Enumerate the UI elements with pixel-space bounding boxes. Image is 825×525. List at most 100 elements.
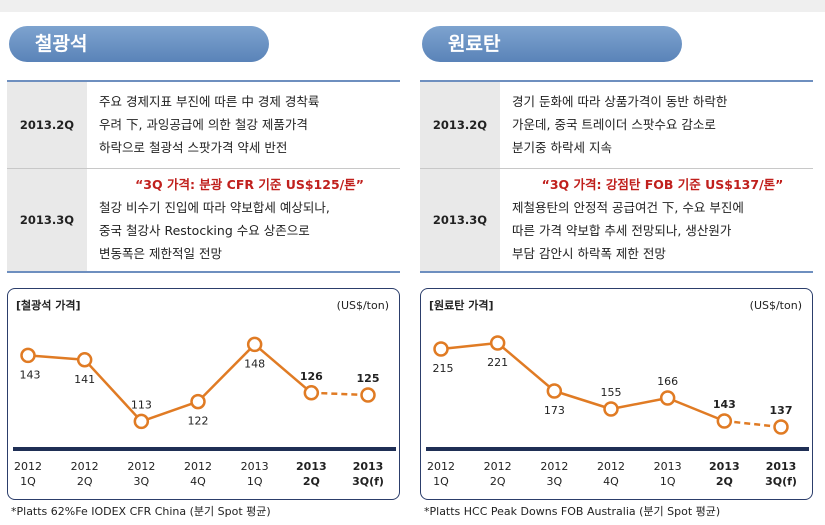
x-tick-label: 2Q <box>490 475 506 488</box>
chart-unit: (US$/ton) <box>337 299 389 312</box>
data-label: 221 <box>487 356 508 369</box>
panel-title: 원료탄 <box>422 26 682 62</box>
x-tick-label: 2012 <box>127 460 155 473</box>
footnote: *Platts HCC Peak Downs FOB Australia (분기… <box>424 505 721 518</box>
iron-ore-panel: 철광석 2013.2Q 주요 경제지표 부진에 따른 中 경제 경착륙 우려 下… <box>7 0 402 525</box>
row-label: 2013.2Q <box>420 82 500 168</box>
table-row: 2013.3Q “3Q 가격: 분광 CFR 기준 US$125/톤” 철강 비… <box>7 169 400 271</box>
x-tick-label: 1Q <box>660 475 676 488</box>
data-point <box>603 401 619 417</box>
data-point <box>190 393 206 410</box>
data-label: 173 <box>544 404 565 417</box>
footnote: *Platts 62%Fe IODEX CFR China (분기 Spot 평… <box>11 505 271 518</box>
data-label: 215 <box>433 362 454 375</box>
series-segment <box>553 389 612 411</box>
data-point <box>246 336 263 353</box>
data-point <box>489 335 506 351</box>
x-tick-label: 3Q(f) <box>765 475 797 488</box>
x-tick-label: 2012 <box>71 460 99 473</box>
x-tick-label: 2013 <box>709 460 740 473</box>
data-point <box>303 385 320 401</box>
series-segment <box>610 396 668 411</box>
x-tick-label: 2012 <box>597 460 625 473</box>
data-point <box>76 352 93 368</box>
series-segment <box>27 354 85 362</box>
data-point <box>773 419 789 435</box>
x-tick-label: 2012 <box>484 460 512 473</box>
data-label: 148 <box>244 357 265 370</box>
x-tick-label: 2012 <box>427 460 455 473</box>
x-tick-label: 1Q <box>20 475 36 488</box>
table-row: 2013.3Q “3Q 가격: 강점탄 FOB 기준 US$137/톤” 제철용… <box>420 169 813 271</box>
row-label: 2013.3Q <box>420 169 500 271</box>
x-tick-label: 1Q <box>433 475 449 488</box>
data-point <box>546 383 563 399</box>
series-segment <box>140 400 199 423</box>
data-point <box>133 413 150 430</box>
data-label: 122 <box>188 415 209 428</box>
text-line: 경기 둔화에 따라 상품가격이 동반 하락한 <box>512 94 728 109</box>
text-line: 우려 下, 과잉공급에 의한 철강 제품가격 <box>99 117 308 132</box>
data-point <box>360 387 376 403</box>
series-segment <box>496 342 556 392</box>
data-point <box>659 390 676 406</box>
text-line: 부담 감안시 하락폭 제한 전망 <box>512 246 666 261</box>
x-tick-label: 2013 <box>766 460 797 473</box>
chart-unit: (US$/ton) <box>750 299 802 312</box>
x-tick-label: 2Q <box>303 475 320 488</box>
x-tick-label: 1Q <box>247 475 263 488</box>
text-line: 따른 가격 약보합 추세 전망되나, 생산원가 <box>512 223 732 238</box>
forecast-segment <box>311 391 369 397</box>
x-tick-label: 3Q(f) <box>352 475 384 488</box>
x-tick-label: 4Q <box>190 475 206 488</box>
chart-title: [철광석 가격] <box>16 298 80 312</box>
data-label: 126 <box>300 370 323 383</box>
data-label: 141 <box>74 373 95 386</box>
data-label: 155 <box>601 386 622 399</box>
chart-title: [원료탄 가격] <box>429 298 493 312</box>
data-label: 125 <box>357 372 380 385</box>
data-label: 113 <box>131 398 152 411</box>
text-line: 가운데, 중국 트레이더 스팟수요 감소로 <box>512 117 716 132</box>
text-line: 철강 비수기 진입에 따라 약보합세 예상되나, <box>99 200 330 215</box>
x-tick-label: 2012 <box>14 460 42 473</box>
x-tick-label: 2013 <box>241 460 269 473</box>
info-table: 2013.2Q 경기 둔화에 따라 상품가격이 동반 하락한 가운데, 중국 트… <box>420 80 813 273</box>
row-label: 2013.3Q <box>7 169 87 271</box>
price-chart: [철광석 가격] (US$/ton) 143 141 113 122 148 126 125 20… <box>7 288 400 500</box>
table-row: 2013.2Q 주요 경제지표 부진에 따른 中 경제 경착륙 우려 下, 과잉… <box>7 82 400 169</box>
row-label: 2013.2Q <box>7 82 87 168</box>
panel-title: 철광석 <box>9 26 269 62</box>
x-tick-label: 4Q <box>603 475 619 488</box>
data-label: 137 <box>770 404 793 417</box>
top-strip <box>0 0 825 12</box>
data-label: 143 <box>20 368 41 381</box>
row-text: “3Q 가격: 분광 CFR 기준 US$125/톤” 철강 비수기 진입에 따… <box>87 169 400 271</box>
text-line: 중국 철강사 Restocking 수요 상존으로 <box>99 223 310 238</box>
forecast-segment <box>724 419 782 429</box>
price-chart: [원료탄 가격] (US$/ton) 215 221 173 155 166 143 137 20… <box>420 288 813 500</box>
series-segment <box>197 343 256 403</box>
x-tick-label: 2Q <box>77 475 93 488</box>
series-segment <box>253 343 313 394</box>
data-point <box>433 341 449 357</box>
info-table: 2013.2Q 주요 경제지표 부진에 따른 中 경제 경착륙 우려 下, 과잉… <box>7 80 400 273</box>
series-segment <box>667 396 725 423</box>
series-segment <box>440 341 498 351</box>
x-tick-label: 2012 <box>184 460 212 473</box>
price-forecast-highlight: “3Q 가격: 강점탄 FOB 기준 US$137/톤” <box>541 177 784 192</box>
text-line: 제철용탄의 안정적 공급여건 下, 수요 부진에 <box>512 200 744 215</box>
data-point <box>716 413 733 429</box>
x-tick-label: 2013 <box>353 460 384 473</box>
x-tick-label: 2013 <box>654 460 682 473</box>
line-chart: [원료탄 가격] (US$/ton) 215 221 173 155 166 143 137 20… <box>426 298 809 488</box>
x-tick-label: 2012 <box>540 460 568 473</box>
text-line: 변동폭은 제한적일 전망 <box>99 246 222 261</box>
row-text: 경기 둔화에 따라 상품가격이 동반 하락한 가운데, 중국 트레이더 스팟수요… <box>500 82 813 168</box>
data-point <box>20 347 36 364</box>
row-text: 주요 경제지표 부진에 따른 中 경제 경착륙 우려 下, 과잉공급에 의한 철… <box>87 82 400 168</box>
data-label: 143 <box>713 398 736 411</box>
text-line: 하락으로 철광석 스팟가격 약세 반전 <box>99 140 288 155</box>
data-label: 166 <box>657 375 678 388</box>
row-text: “3Q 가격: 강점탄 FOB 기준 US$137/톤” 제철용탄의 안정적 공… <box>500 169 813 271</box>
